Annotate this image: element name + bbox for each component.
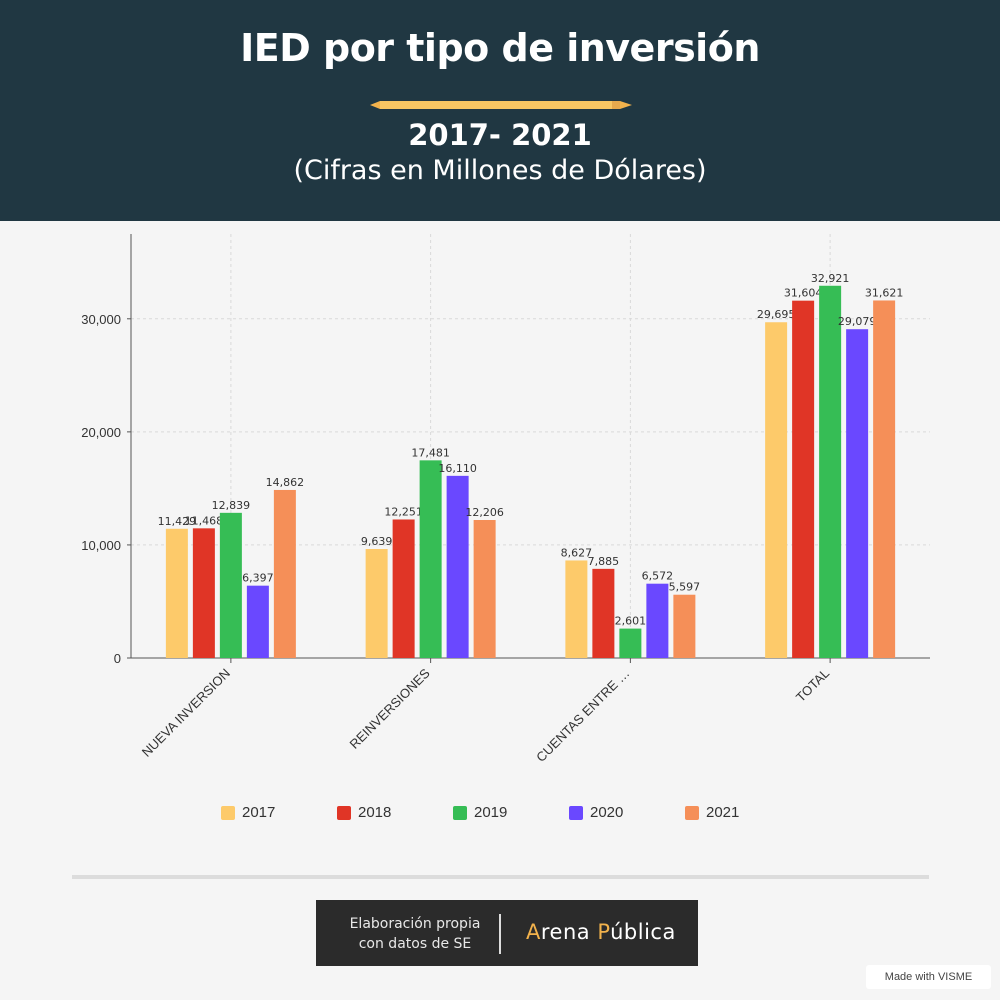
credit-text: Elaboración propia con datos de SE [330,914,500,954]
bar [419,460,442,658]
bar [873,300,896,658]
bar [792,300,815,658]
bar [392,519,415,658]
chart-legend: 2017 2018 2019 2020 2021 [0,804,1000,828]
x-tick-label: CUENTAS ENTRE … [533,666,632,765]
x-tick-label: TOTAL [793,666,832,705]
bar [365,549,388,658]
data-label: 29,695 [757,308,796,321]
data-label: 6,397 [242,572,274,585]
y-tick-label: 20,000 [81,425,121,440]
legend-swatch [453,805,467,820]
data-label: 31,621 [865,286,904,299]
bar [765,322,788,658]
legend-item[interactable]: 2017 [221,804,275,821]
legend-label: 2020 [590,804,624,821]
legend-label: 2018 [358,804,392,821]
x-tick-label: REINVERSIONES [347,665,433,751]
data-label: 6,572 [642,570,674,583]
bar [846,329,869,658]
data-label: 29,079 [838,315,877,328]
data-label: 7,885 [588,555,620,568]
bar [446,475,469,658]
bar [673,594,696,658]
bar [473,519,496,658]
credit-line-2: con datos de SE [358,936,472,952]
data-label: 8,627 [561,546,593,559]
data-label: 12,206 [465,506,504,519]
credit-line-1: Elaboración propia [349,916,481,932]
header-banner: IED por tipo de inversión 2017- 2021 (Ci… [0,0,1000,221]
data-label: 11,429 [158,515,197,528]
data-label: 31,604 [784,287,823,300]
divider [72,875,929,879]
y-tick-label: 30,000 [81,312,121,327]
data-label: 2,601 [615,615,647,628]
data-label: 12,251 [384,505,423,518]
chart-years: 2017- 2021 [408,118,592,152]
x-tick-label: NUEVA INVERSION [139,666,233,760]
y-tick-label: 10,000 [81,538,121,553]
legend-swatch [221,805,235,820]
data-label: 14,862 [266,476,305,489]
bar [165,528,188,658]
data-label: 12,839 [212,499,251,512]
y-tick-label: 0 [114,651,121,666]
made-with-badge[interactable]: Made with VISME [866,965,991,989]
legend-item[interactable]: 2021 [685,804,739,821]
data-label: 5,597 [669,581,701,594]
brand-logo: Arena Pública [526,920,676,944]
bar [219,512,242,658]
data-label: 11,468 [185,514,224,527]
legend-item[interactable]: 2020 [569,804,623,821]
data-label: 9,639 [361,535,393,548]
legend-label: 2017 [242,804,276,821]
bar [273,489,296,658]
credit-box: Elaboración propia con datos de SE Arena… [316,900,698,966]
bar [819,285,842,658]
legend-item[interactable]: 2019 [453,804,507,821]
data-label: 16,110 [438,462,477,475]
bar [619,628,642,658]
legend-label: 2021 [706,804,740,821]
credit-separator [499,914,501,954]
legend-item[interactable]: 2018 [337,804,391,821]
legend-swatch [337,805,351,820]
bar [565,560,588,658]
data-label: 17,481 [411,446,450,459]
chart-subtitle: (Cifras en Millones de Dólares) [293,155,707,186]
pencil-icon [370,101,632,109]
legend-label: 2019 [474,804,508,821]
legend-swatch [569,805,583,820]
bar [192,528,215,658]
bar [592,568,615,658]
bar [246,585,269,658]
legend-swatch [685,805,699,820]
bar [646,583,669,658]
data-label: 32,921 [811,272,850,285]
chart-title: IED por tipo de inversión [240,26,760,70]
